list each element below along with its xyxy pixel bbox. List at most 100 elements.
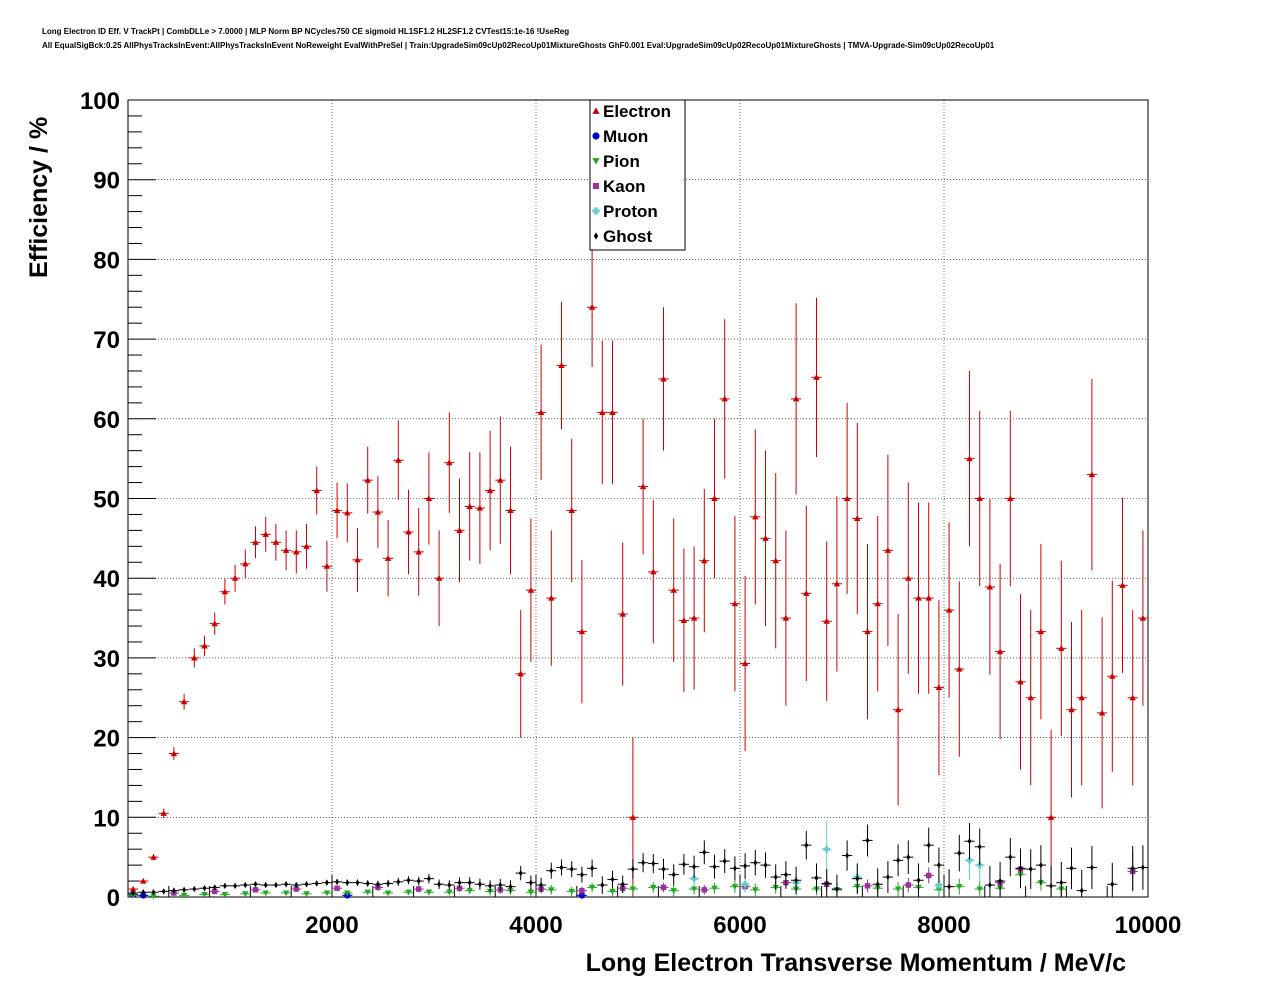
- electron-marker: [935, 684, 943, 690]
- pion-marker: [405, 889, 412, 896]
- electron-marker: [486, 487, 494, 494]
- electron-point: [770, 472, 781, 649]
- pion-marker: [282, 890, 290, 897]
- ghost-marker: [151, 889, 156, 896]
- ghost-point: [546, 862, 557, 879]
- pion-point: [321, 890, 332, 897]
- electron-marker: [629, 814, 637, 820]
- ghost-marker: [192, 885, 197, 893]
- electron-marker: [1078, 694, 1085, 701]
- electron-point: [729, 516, 740, 692]
- electron-point: [607, 340, 618, 485]
- pion-point: [342, 890, 353, 897]
- ghost-point: [821, 869, 832, 897]
- electron-point: [709, 418, 720, 579]
- ghost-point: [617, 875, 628, 894]
- electron-point: [689, 546, 700, 690]
- electron-marker: [956, 665, 963, 672]
- electron-marker: [588, 304, 596, 310]
- ghost-marker: [702, 849, 707, 856]
- electron-marker: [405, 528, 412, 535]
- y-tick-label: 10: [93, 805, 120, 832]
- ghost-point: [199, 885, 210, 892]
- ghost-marker: [314, 880, 319, 887]
- electron-point: [515, 610, 526, 738]
- ghost-marker: [345, 879, 350, 886]
- electron-point: [383, 520, 394, 597]
- proton-marker: [935, 881, 943, 889]
- electron-marker: [1007, 495, 1014, 502]
- electron-marker: [701, 557, 708, 564]
- electron-point: [576, 559, 587, 704]
- ghost-point: [372, 880, 383, 888]
- ghost-point: [801, 830, 812, 860]
- pion-series: [128, 866, 1067, 900]
- kaon-marker: [293, 886, 300, 892]
- legend-label-kaon: Kaon: [603, 177, 646, 196]
- kaon-marker: [660, 884, 667, 891]
- ghost-point: [1107, 862, 1118, 897]
- ghost-marker: [722, 857, 727, 865]
- electron-marker: [160, 810, 167, 816]
- pion-point: [301, 891, 312, 898]
- electron-marker: [170, 750, 178, 757]
- electron-marker: [313, 487, 320, 494]
- electron-marker: [1119, 582, 1126, 588]
- electron-marker: [884, 547, 892, 553]
- electron-point: [658, 307, 669, 451]
- ghost-marker: [528, 879, 533, 886]
- pion-point: [444, 889, 455, 896]
- ghost-point: [250, 881, 261, 888]
- electron-marker: [262, 531, 269, 537]
- electron-marker: [476, 504, 484, 511]
- electron-marker: [639, 483, 647, 490]
- ghost-point: [719, 849, 730, 874]
- electron-point: [138, 877, 149, 884]
- electron-point: [801, 505, 812, 682]
- pion-marker: [425, 889, 433, 896]
- ghost-marker: [763, 861, 768, 869]
- ghost-point: [128, 889, 139, 897]
- pion-marker: [568, 888, 575, 895]
- electron-point: [597, 340, 608, 485]
- electron-point: [1035, 543, 1046, 720]
- electron-marker: [1098, 709, 1106, 716]
- legend-label-pion: Pion: [603, 152, 640, 171]
- y-tick-label: 50: [93, 487, 120, 514]
- pion-point: [648, 881, 659, 894]
- electron-marker: [395, 457, 402, 463]
- electron-point: [219, 578, 230, 605]
- electron-marker: [252, 539, 259, 545]
- ghost-marker: [253, 881, 258, 888]
- ghost-point: [179, 886, 190, 894]
- pion-marker: [588, 884, 596, 891]
- electron-point: [944, 522, 955, 698]
- electron-point: [893, 614, 904, 806]
- ghost-point: [413, 876, 424, 886]
- electron-marker: [180, 698, 188, 705]
- electron-marker: [344, 509, 351, 516]
- electron-marker: [854, 515, 861, 521]
- electron-point: [740, 575, 751, 752]
- ghost-marker: [885, 873, 890, 881]
- pion-marker: [894, 886, 902, 893]
- ghost-point: [831, 874, 842, 897]
- electron-point: [230, 564, 241, 592]
- ghost-point: [740, 853, 751, 879]
- ghost-point: [974, 828, 985, 866]
- ghost-marker: [692, 863, 697, 870]
- ghost-marker: [651, 860, 656, 867]
- ghost-point: [1066, 847, 1077, 890]
- pion-marker: [690, 886, 698, 893]
- electron-marker: [721, 395, 728, 402]
- ghost-marker: [324, 879, 329, 886]
- electron-marker: [1058, 645, 1065, 651]
- ghost-point: [505, 880, 516, 894]
- electron-point: [617, 542, 628, 686]
- electron-point: [933, 599, 944, 776]
- electron-point: [1056, 560, 1067, 737]
- pion-marker: [486, 888, 494, 895]
- electron-series: [128, 247, 1148, 897]
- ghost-marker: [559, 864, 564, 871]
- ghost-marker: [416, 877, 421, 885]
